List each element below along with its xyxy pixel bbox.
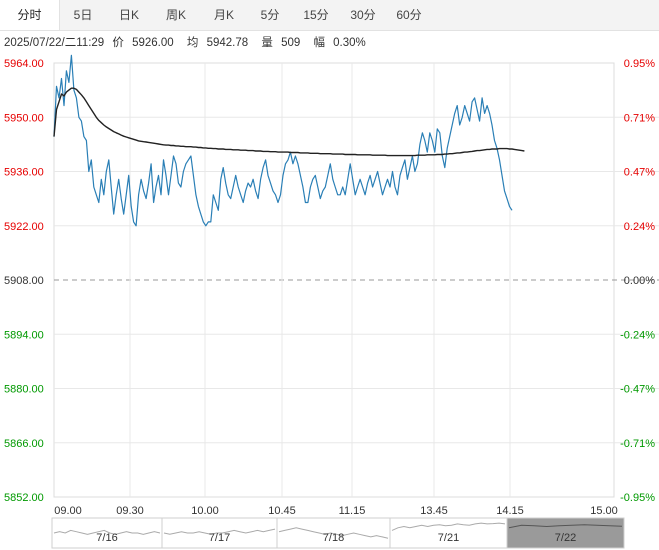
day-label: 7/16 bbox=[96, 532, 117, 544]
avg-label: 均 bbox=[186, 37, 199, 49]
x-tick-label: 13.45 bbox=[420, 505, 448, 517]
pct-tick-label: -0.24% bbox=[620, 329, 655, 341]
quote-datetime: 2025/07/22/二11:29 bbox=[4, 37, 105, 49]
tab-7[interactable]: 30分 bbox=[350, 8, 376, 22]
y-tick-label: 5908.00 bbox=[4, 275, 44, 287]
day-sparkline bbox=[508, 524, 623, 529]
tab-4[interactable]: 月K bbox=[213, 8, 234, 22]
day-tab-0[interactable]: 7/16 bbox=[51, 517, 163, 549]
tab-3[interactable]: 周K bbox=[165, 8, 186, 22]
day-sparkline bbox=[278, 527, 389, 539]
pct-tick-label: -0.47% bbox=[620, 384, 655, 396]
day-tab-3[interactable]: 7/21 bbox=[389, 517, 508, 549]
day-tab-bg bbox=[389, 517, 508, 549]
tab-2[interactable]: 日K bbox=[118, 8, 139, 22]
day-tab-bg bbox=[51, 517, 163, 549]
x-tick-label: 15.00 bbox=[590, 505, 618, 517]
y-tick-label: 5880.00 bbox=[4, 384, 44, 396]
quote-info-bar: 2025/07/22/二11:29 价 5926.00 均 5942.78 量 … bbox=[4, 34, 376, 50]
change-label: 幅 bbox=[313, 37, 325, 49]
y-tick-label: 5866.00 bbox=[4, 438, 44, 450]
x-tick-label: 10.00 bbox=[191, 505, 219, 517]
y-tick-label: 5894.00 bbox=[4, 329, 44, 341]
y-tick-label: 5922.00 bbox=[4, 221, 44, 233]
tab-8[interactable]: 60分 bbox=[396, 8, 422, 22]
tab-0[interactable]: 分时 bbox=[0, 0, 60, 30]
avg-series-line bbox=[53, 87, 525, 157]
x-tick-label: 14.15 bbox=[496, 505, 524, 517]
x-tick-label: 09.00 bbox=[54, 505, 82, 517]
day-tab-4[interactable]: 7/22 bbox=[506, 517, 625, 549]
tab-5[interactable]: 5分 bbox=[260, 8, 280, 22]
pct-tick-label: 0.71% bbox=[624, 112, 655, 124]
y-tick-label: 5936.00 bbox=[4, 167, 44, 179]
volume-label: 量 bbox=[261, 37, 273, 49]
y-tick-label: 5950.00 bbox=[4, 112, 44, 124]
chart-period-tabs: 分时 5日 日K 周K 月K 5分 15分 30分 60分 bbox=[0, 0, 659, 31]
change-value: 0.30% bbox=[333, 37, 366, 49]
volume-value: 509 bbox=[281, 37, 301, 49]
pct-tick-label: 0.24% bbox=[624, 221, 655, 233]
day-label: 7/21 bbox=[438, 532, 459, 544]
x-tick-label: 11.15 bbox=[339, 505, 366, 517]
x-tick-label: 09.30 bbox=[116, 505, 144, 517]
day-label: 7/17 bbox=[209, 532, 230, 544]
pct-tick-label: 0.00% bbox=[624, 275, 655, 287]
avg-value: 5942.78 bbox=[206, 37, 249, 49]
pct-tick-label: -0.95% bbox=[620, 492, 655, 504]
y-tick-label: 5964.00 bbox=[4, 58, 44, 70]
day-sparkline bbox=[163, 528, 276, 535]
tab-1[interactable]: 5日 bbox=[73, 8, 93, 22]
day-tab-bg bbox=[506, 517, 625, 549]
tab-6[interactable]: 15分 bbox=[303, 8, 329, 22]
y-tick-label: 5852.00 bbox=[4, 492, 44, 504]
day-sparkline bbox=[53, 529, 161, 535]
price-label: 价 bbox=[112, 37, 124, 49]
day-label: 7/18 bbox=[323, 532, 344, 544]
pct-tick-label: -0.71% bbox=[620, 438, 655, 450]
day-tab-bg bbox=[276, 517, 391, 549]
day-tab-2[interactable]: 7/18 bbox=[276, 517, 391, 549]
day-tab-1[interactable]: 7/17 bbox=[161, 517, 278, 549]
price-value: 5926.00 bbox=[132, 37, 174, 49]
pct-tick-label: 0.47% bbox=[624, 167, 655, 179]
pct-tick-label: 0.95% bbox=[624, 58, 655, 70]
day-sparkline bbox=[391, 522, 506, 531]
day-label: 7/22 bbox=[555, 532, 576, 544]
x-tick-label: 10.45 bbox=[268, 505, 296, 517]
price-series-line bbox=[53, 54, 513, 227]
